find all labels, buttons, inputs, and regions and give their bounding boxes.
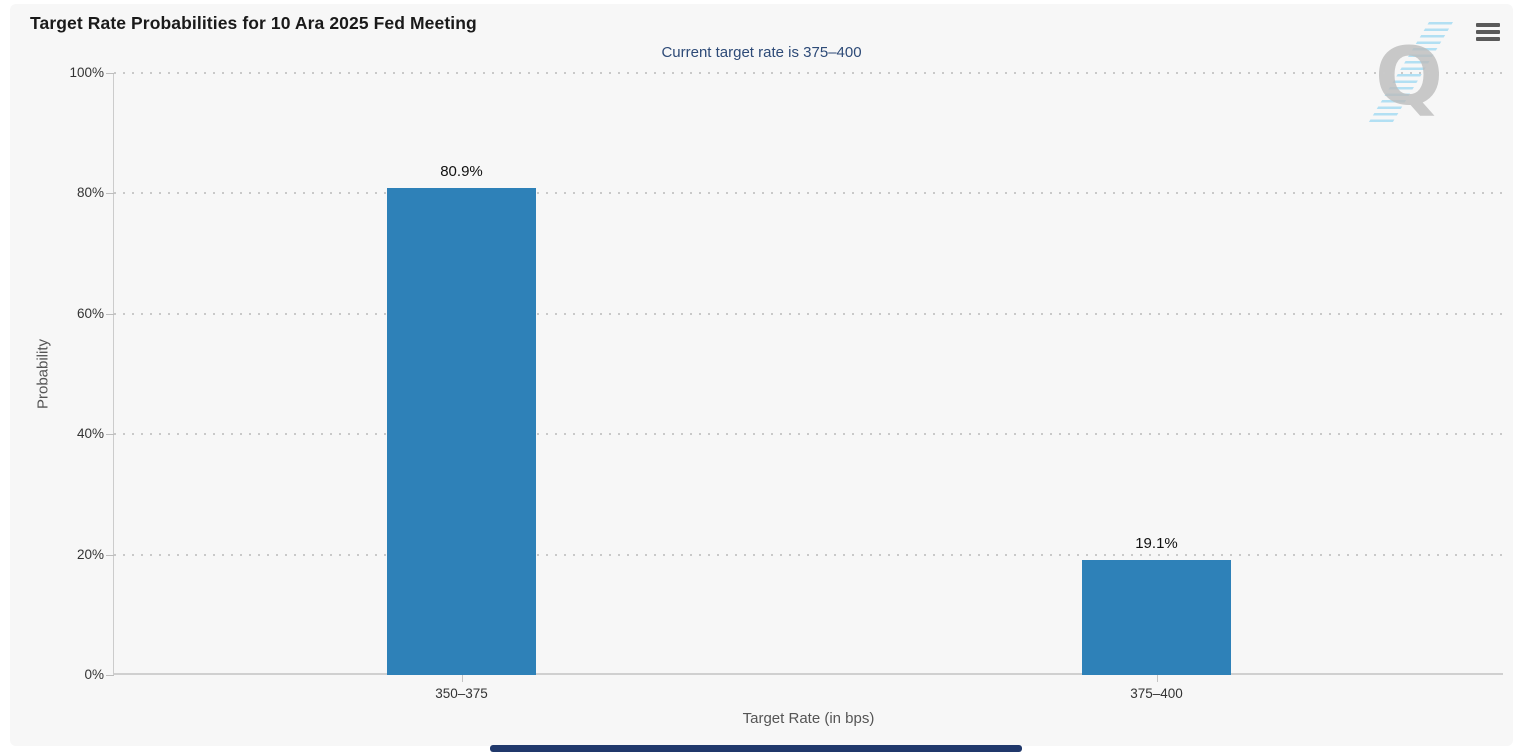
y-gridline	[114, 72, 1503, 74]
y-axis-title: Probability	[34, 338, 52, 410]
y-tick-mark	[106, 313, 114, 315]
x-axis-title: Target Rate (in bps)	[742, 710, 875, 727]
chart-card: Target Rate Probabilities for 10 Ara 202…	[10, 4, 1513, 746]
y-tick-label: 40%	[76, 426, 104, 442]
page-title: Target Rate Probabilities for 10 Ara 202…	[30, 13, 477, 33]
hamburger-menu-icon	[1476, 30, 1500, 34]
y-tick-label: 100%	[69, 65, 104, 80]
y-gridline	[114, 312, 1503, 315]
bar-value-label: 19.1%	[1135, 535, 1178, 553]
y-tick-mark	[106, 675, 114, 676]
bar-slot: 19.1%	[1082, 73, 1231, 675]
y-tick-label: 80%	[76, 185, 104, 201]
probability-bar[interactable]	[387, 187, 536, 675]
hamburger-menu-icon	[1476, 37, 1500, 41]
y-tick-mark	[106, 193, 114, 195]
probability-bar[interactable]	[1082, 560, 1231, 675]
y-gridline	[114, 192, 1503, 195]
x-tick-mark	[461, 675, 463, 682]
bar-slot: 80.9%	[387, 73, 536, 675]
chart-menu-button[interactable]	[1476, 18, 1508, 46]
y-tick-label: 20%	[76, 546, 104, 562]
x-tick-mark	[1156, 675, 1158, 682]
y-gridline	[114, 433, 1503, 436]
y-tick-label: 0%	[84, 667, 104, 682]
y-gridline	[114, 553, 1503, 556]
y-tick-mark	[106, 434, 114, 436]
chart-subtitle: Current target rate is 375–400	[661, 44, 862, 61]
plot-area: Probability Target Rate (in bps) 0% 20% 40…	[35, 65, 1503, 727]
x-tick-label: 350–375	[435, 686, 488, 701]
horizontal-scrollbar-thumb[interactable]	[490, 745, 1022, 752]
hamburger-menu-icon	[1476, 23, 1500, 27]
x-tick-label: 375–400	[1130, 686, 1183, 701]
y-tick-label: 60%	[76, 305, 104, 321]
y-tick-mark	[106, 73, 114, 74]
y-tick-mark	[106, 554, 114, 556]
bar-value-label: 80.9%	[440, 162, 483, 180]
